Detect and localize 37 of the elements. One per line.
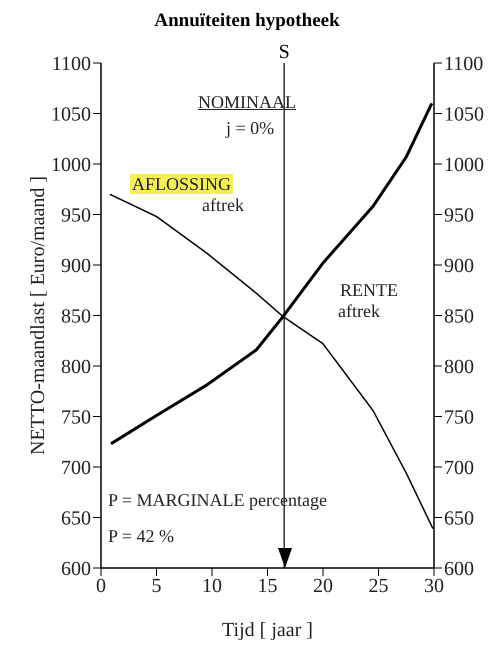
y-tick-label: 1100	[52, 53, 91, 76]
y-axis-title: NETTO-maandlast [ Euro/maand ]	[27, 176, 50, 455]
y-tick-label: 1050	[51, 104, 91, 126]
y2-tick-label: 1100	[444, 53, 484, 76]
y-tick-label: 950	[61, 204, 91, 227]
series-label: RENTE aftrek	[338, 280, 399, 321]
x-tick-label: 15	[258, 575, 278, 598]
y-tick-label: 850	[61, 306, 91, 328]
y2-tick-label: 750	[444, 406, 474, 429]
annotation: j = 0%	[226, 118, 274, 139]
y2-tick-label: 1050	[444, 104, 484, 126]
x-tick-label: 0	[96, 575, 106, 598]
y2-tick-label: 950	[444, 204, 474, 227]
y-tick-label: 900	[61, 255, 91, 278]
y-tick-label: 1000	[51, 154, 91, 176]
y-tick-label: 650	[61, 508, 91, 530]
y2-tick-label: 700	[444, 457, 474, 480]
x-tick-label: 10	[202, 575, 222, 598]
x-tick-label: 5	[152, 575, 162, 598]
y-tick-label: 750	[61, 406, 91, 429]
y2-tick-label: 600	[444, 558, 474, 580]
y-tick-label: 700	[61, 457, 91, 480]
x-tick-label: 30	[424, 575, 444, 598]
annotation: P = 42 %	[108, 526, 174, 547]
x-tick-label: 20	[313, 575, 333, 598]
series-label: AFLOSSING aftrek	[131, 174, 244, 215]
ref-line-label: S	[278, 41, 290, 63]
y2-tick-label: 850	[444, 306, 474, 328]
y-tick-label: 800	[61, 356, 91, 378]
y2-tick-label: 1000	[444, 154, 484, 176]
x-axis-title: Tijd [ jaar ]	[222, 619, 313, 641]
y2-tick-label: 650	[444, 508, 474, 530]
y2-tick-label: 900	[444, 255, 474, 278]
chart-title: Annuïteiten hypotheek	[153, 10, 341, 32]
x-tick-label: 25	[368, 575, 388, 598]
y-tick-label: 600	[61, 558, 91, 580]
y2-tick-label: 800	[444, 356, 474, 378]
